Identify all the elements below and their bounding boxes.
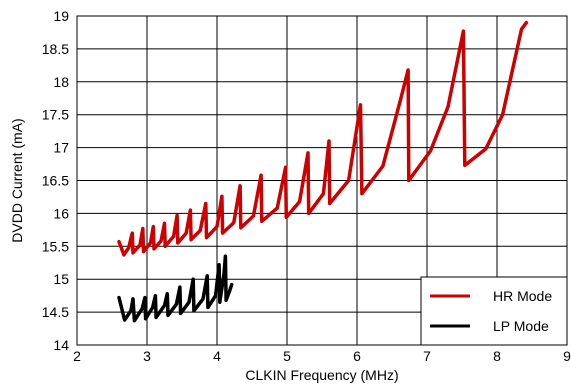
plot-frame — [76, 15, 568, 346]
x-tick-label: 8 — [493, 348, 501, 364]
y-tick-label: 15.5 — [42, 238, 69, 254]
x-tick-label: 3 — [143, 348, 151, 364]
x-tick-label: 5 — [283, 348, 291, 364]
y-axis-title: DVDD Current (mA) — [9, 118, 25, 242]
tick-labels: 2 3 4 5 6 7 8 9 14 14.5 15 15.5 16 16.5 17 17.5 18 18.5 19 — [42, 8, 571, 364]
x-tick-label: 4 — [213, 348, 221, 364]
legend: HR Mode LP Mode — [420, 276, 568, 346]
legend-box — [420, 276, 568, 346]
y-tick-label: 16.5 — [42, 173, 69, 189]
x-tick-label: 9 — [563, 348, 571, 364]
legend-label-lp-mode: LP Mode — [493, 318, 549, 334]
x-axis-title: CLKIN Frequency (MHz) — [245, 367, 398, 383]
y-tick-label: 17.5 — [42, 107, 69, 123]
series-layer — [117, 20, 529, 323]
y-tick-label: 14.5 — [42, 304, 69, 320]
series-line-lp-mode — [117, 254, 234, 323]
y-tick-label: 14 — [53, 337, 69, 353]
y-tick-label: 15 — [53, 271, 69, 287]
y-tick-label: 17 — [53, 140, 69, 156]
x-tick-label: 2 — [73, 348, 81, 364]
y-tick-label: 18 — [53, 74, 69, 90]
x-tick-label: 7 — [423, 348, 431, 364]
y-tick-label: 18.5 — [42, 41, 69, 57]
y-tick-label: 19 — [53, 8, 69, 24]
series-line-hr-mode — [117, 20, 529, 257]
x-tick-label: 6 — [353, 348, 361, 364]
y-tick-label: 16 — [53, 205, 69, 221]
legend-label-hr-mode: HR Mode — [493, 288, 552, 304]
